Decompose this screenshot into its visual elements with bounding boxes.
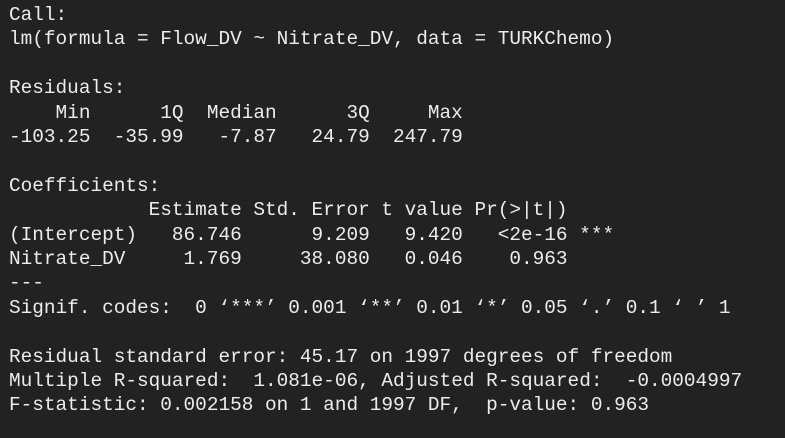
signif-codes: Signif. codes: 0 ‘***’ 0.001 ‘**’ 0.01 ‘…	[9, 296, 731, 319]
summary-line: Residual standard error: 45.17 on 1997 d…	[9, 345, 673, 368]
summary-line: F-statistic: 0.002158 on 1 and 1997 DF, …	[9, 394, 649, 417]
coefficient-row: (Intercept) 86.746 9.209 9.420 <2e-16 **…	[9, 223, 615, 246]
residuals-values: -103.25 -35.99 -7.87 24.79 247.79	[9, 126, 463, 149]
residuals-header: Min 1Q Median 3Q Max	[9, 101, 463, 124]
call-heading: Call:	[9, 4, 68, 26]
coefficients-heading: Coefficients:	[9, 174, 161, 197]
separator: ---	[9, 272, 44, 295]
residuals-heading: Residuals:	[9, 77, 126, 100]
coefficient-row: Nitrate_DV 1.769 38.080 0.046 0.963	[9, 248, 568, 271]
call-formula: lm(formula = Flow_DV ~ Nitrate_DV, data …	[9, 28, 615, 51]
summary-line: Multiple R-squared: 1.081e-06, Adjusted …	[9, 370, 743, 393]
coefficients-header: Estimate Std. Error t value Pr(>|t|)	[9, 199, 568, 222]
